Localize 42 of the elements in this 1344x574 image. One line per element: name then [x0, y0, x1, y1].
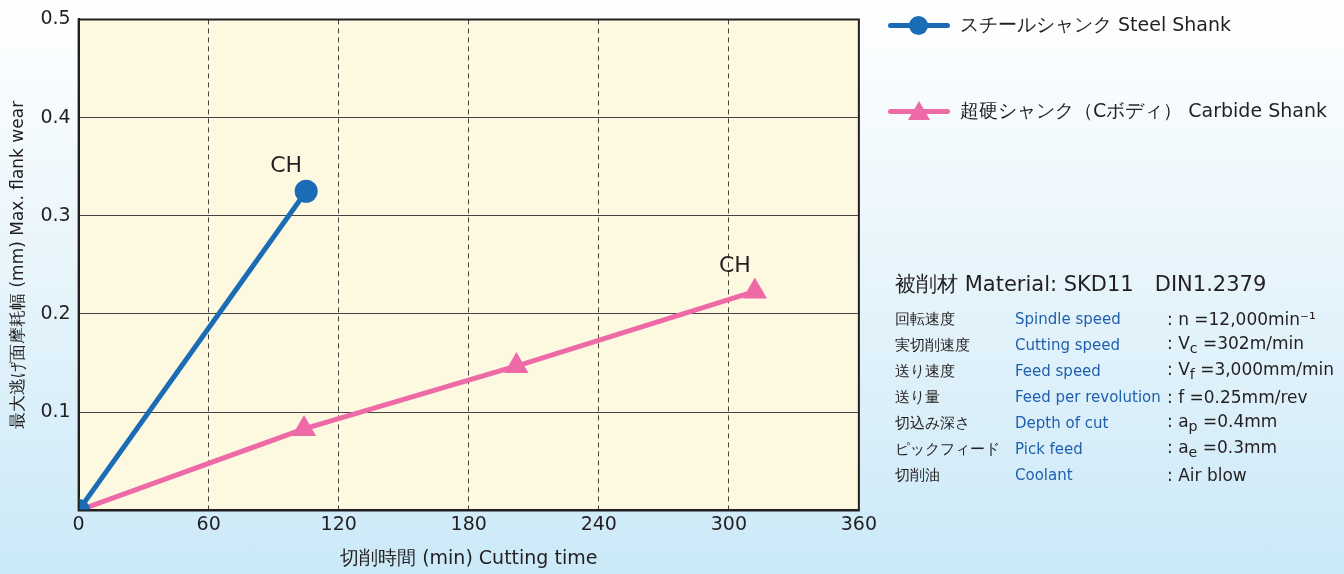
text: Coolant	[1015, 465, 1074, 486]
text: 切削油	[895, 464, 941, 486]
point	[742, 277, 767, 299]
text: 実切削速度	[895, 334, 971, 356]
annotation: CH	[718, 252, 751, 278]
text: Spindle speed	[1015, 309, 1122, 330]
text: 回転速度	[895, 308, 956, 330]
x-tick-label: 120	[320, 511, 357, 534]
x-tick-label: 180	[450, 511, 487, 534]
text: : f =0.25mm/rev	[1167, 386, 1309, 409]
y-tick-label: 0.2	[40, 300, 71, 323]
text: 被削材 Material: SKD11 DIN1.2379	[895, 271, 1268, 298]
x-tick-label: 0	[72, 511, 85, 534]
legend-label: 超硬シャンク（Cボディ） Carbide Shank	[960, 98, 1327, 123]
legend-label: スチールシャンク Steel Shank	[960, 12, 1232, 37]
text: : a$_{p}$ =0.4mm	[1167, 410, 1279, 436]
x-tick-label: 240	[580, 511, 617, 534]
text: Feed per revolution	[1015, 387, 1162, 408]
x-tick-label: 60	[196, 511, 221, 534]
text: : V$_{f}$ =3,000mm/min	[1167, 358, 1335, 384]
x-axis-title: 切削時間 (min) Cutting time	[340, 545, 598, 568]
text: : Air blow	[1167, 464, 1248, 487]
text: Feed speed	[1015, 361, 1102, 382]
text: : a$_{e}$ =0.3mm	[1167, 436, 1279, 462]
text: 送り量	[895, 386, 941, 408]
text: : n =12,000min⁻¹	[1167, 308, 1317, 331]
text: Depth of cut	[1015, 413, 1110, 434]
text: 送り速度	[895, 360, 956, 382]
y-tick-label: 0.4	[40, 104, 71, 127]
y-tick-label: 0.1	[40, 399, 71, 422]
point	[504, 352, 529, 374]
x-tick-label: 360	[840, 511, 877, 534]
annotation: CH	[270, 151, 303, 177]
text: Cutting speed	[1015, 335, 1122, 356]
text: : V$_{c}$ =302m/min	[1167, 332, 1305, 358]
text: Pick feed	[1015, 439, 1084, 460]
y-tick-label: 0.5	[40, 6, 71, 29]
text: ピックフィード	[895, 438, 1001, 460]
y-axis-title: 最大逃げ面摩耗幅 (mm) Max. flank wear	[6, 100, 27, 429]
y-tick-label: 0.3	[40, 202, 71, 225]
x-tick-label: 300	[710, 511, 747, 534]
text: 切込み深さ	[895, 412, 971, 434]
